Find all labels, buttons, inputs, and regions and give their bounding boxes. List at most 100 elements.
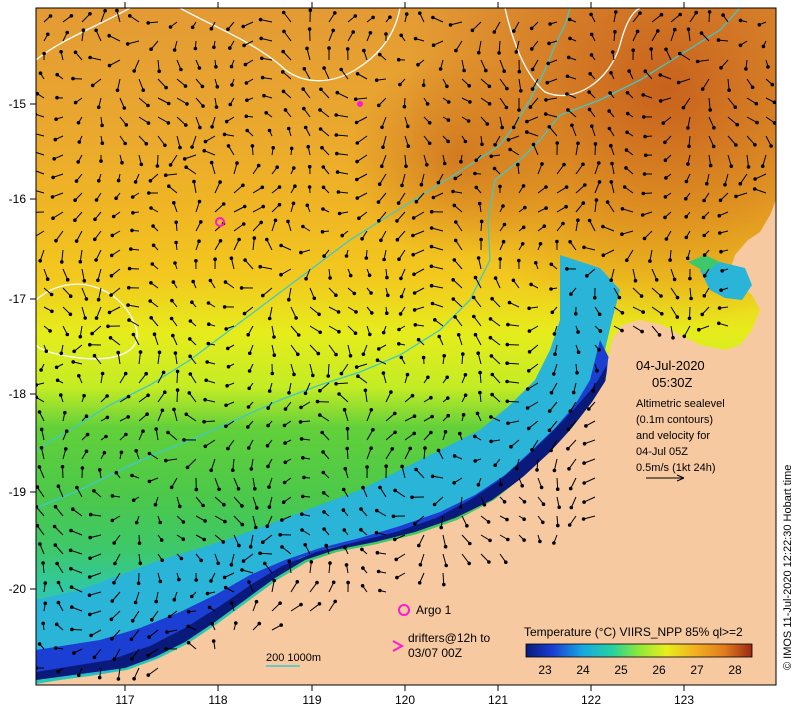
velocity-vector-head — [526, 406, 530, 410]
velocity-vector-head — [322, 471, 326, 475]
velocity-vector-head — [613, 30, 617, 34]
velocity-vector-head — [620, 232, 624, 236]
velocity-vector-head — [170, 317, 174, 321]
velocity-vector-head — [550, 391, 554, 395]
velocity-vector-head — [274, 219, 278, 223]
velocity-vector-head — [69, 313, 73, 317]
velocity-vector-head — [569, 409, 573, 413]
velocity-vector-head — [400, 356, 404, 360]
velocity-vector-head — [201, 504, 205, 508]
velocity-vector-head — [659, 294, 663, 298]
velocity-vector-head — [66, 333, 70, 337]
velocity-vector-head — [261, 76, 265, 80]
velocity-vector-head — [380, 126, 384, 130]
velocity-vector-head — [476, 351, 480, 355]
velocity-vector-head — [413, 308, 417, 312]
velocity-vector-head — [100, 124, 104, 128]
velocity-vector-head — [445, 376, 449, 380]
velocity-vector-head — [598, 180, 602, 184]
velocity-vector-head — [178, 505, 182, 509]
velocity-vector-head — [370, 408, 374, 412]
velocity-vector-head — [640, 330, 644, 334]
velocity-vector-head — [132, 498, 136, 502]
velocity-vector-head — [534, 261, 538, 265]
velocity-vector-head — [354, 14, 358, 18]
velocity-vector-head — [420, 183, 424, 187]
velocity-vector-head — [395, 576, 399, 580]
velocity-vector-head — [111, 519, 115, 523]
lat-tick-label: -19 — [9, 485, 27, 499]
velocity-vector-head — [683, 335, 687, 339]
velocity-vector-head — [555, 240, 559, 244]
velocity-vector-head — [223, 305, 227, 309]
velocity-vector-head — [268, 129, 272, 133]
velocity-vector-head — [160, 559, 164, 563]
velocity-vector-head — [73, 198, 77, 202]
velocity-vector-head — [39, 368, 43, 372]
velocity-vector-head — [258, 552, 262, 556]
velocity-vector-head — [505, 518, 509, 522]
velocity-vector-head — [422, 356, 426, 360]
velocity-vector-head — [97, 298, 101, 302]
velocity-vector-head — [40, 428, 44, 432]
velocity-vector-head — [304, 126, 308, 130]
velocity-vector-head — [488, 85, 492, 89]
velocity-vector-head — [449, 23, 453, 27]
velocity-vector-head — [248, 352, 252, 356]
velocity-vector-head — [688, 277, 692, 281]
velocity-vector-head — [437, 449, 441, 453]
velocity-vector-head — [505, 87, 509, 91]
velocity-vector-head — [217, 488, 221, 492]
velocity-vector-head — [340, 372, 344, 376]
velocity-vector-head — [246, 333, 250, 337]
velocity-vector-head — [411, 253, 415, 257]
velocity-vector-head — [167, 102, 171, 106]
velocity-vector-head — [278, 185, 282, 189]
velocity-vector-head — [230, 601, 234, 605]
velocity-vector-head — [703, 253, 707, 257]
velocity-vector-head — [702, 199, 706, 203]
velocity-vector-head — [567, 56, 571, 60]
velocity-vector-head — [261, 294, 265, 298]
colorbar-tick: 28 — [728, 663, 742, 677]
colorbar-ramp — [526, 644, 752, 657]
velocity-vector-head — [355, 178, 359, 182]
velocity-vector-head — [54, 138, 58, 142]
velocity-vector-head — [422, 84, 426, 88]
velocity-vector-head — [428, 142, 432, 146]
velocity-vector-head — [112, 541, 116, 545]
velocity-vector-head — [411, 394, 415, 398]
velocity-vector-head — [447, 100, 451, 104]
velocity-vector-head — [326, 374, 330, 378]
velocity-vector-head — [567, 467, 571, 471]
velocity-vector-head — [268, 389, 272, 393]
velocity-vector-head — [368, 333, 372, 337]
velocity-vector-head — [157, 70, 161, 74]
velocity-vector-head — [331, 29, 335, 33]
velocity-vector-head — [467, 84, 471, 88]
velocity-vector-head — [202, 538, 206, 542]
velocity-vector-head — [610, 162, 614, 166]
velocity-vector-head — [127, 395, 131, 399]
velocity-vector-head — [530, 47, 534, 51]
velocity-vector-head — [308, 27, 312, 31]
velocity-vector-head — [54, 117, 58, 121]
velocity-vector-head — [576, 142, 580, 146]
velocity-vector-head — [620, 329, 624, 333]
velocity-vector-head — [34, 112, 38, 116]
velocity-vector-head — [216, 562, 220, 566]
velocity-vector-head — [194, 259, 198, 263]
velocity-vector-head — [88, 12, 92, 16]
velocity-vector-head — [454, 49, 458, 53]
velocity-vector-head — [204, 140, 208, 144]
velocity-vector-head — [527, 427, 531, 431]
velocity-vector-head — [530, 448, 534, 452]
velocity-vector-head — [293, 184, 297, 188]
velocity-vector-head — [192, 180, 196, 184]
velocity-vector-head — [397, 201, 401, 205]
velocity-vector-head — [153, 332, 157, 336]
velocity-vector-head — [454, 220, 458, 224]
velocity-vector-head — [282, 11, 286, 15]
velocity-vector-head — [132, 333, 136, 337]
velocity-vector-head — [98, 468, 102, 472]
